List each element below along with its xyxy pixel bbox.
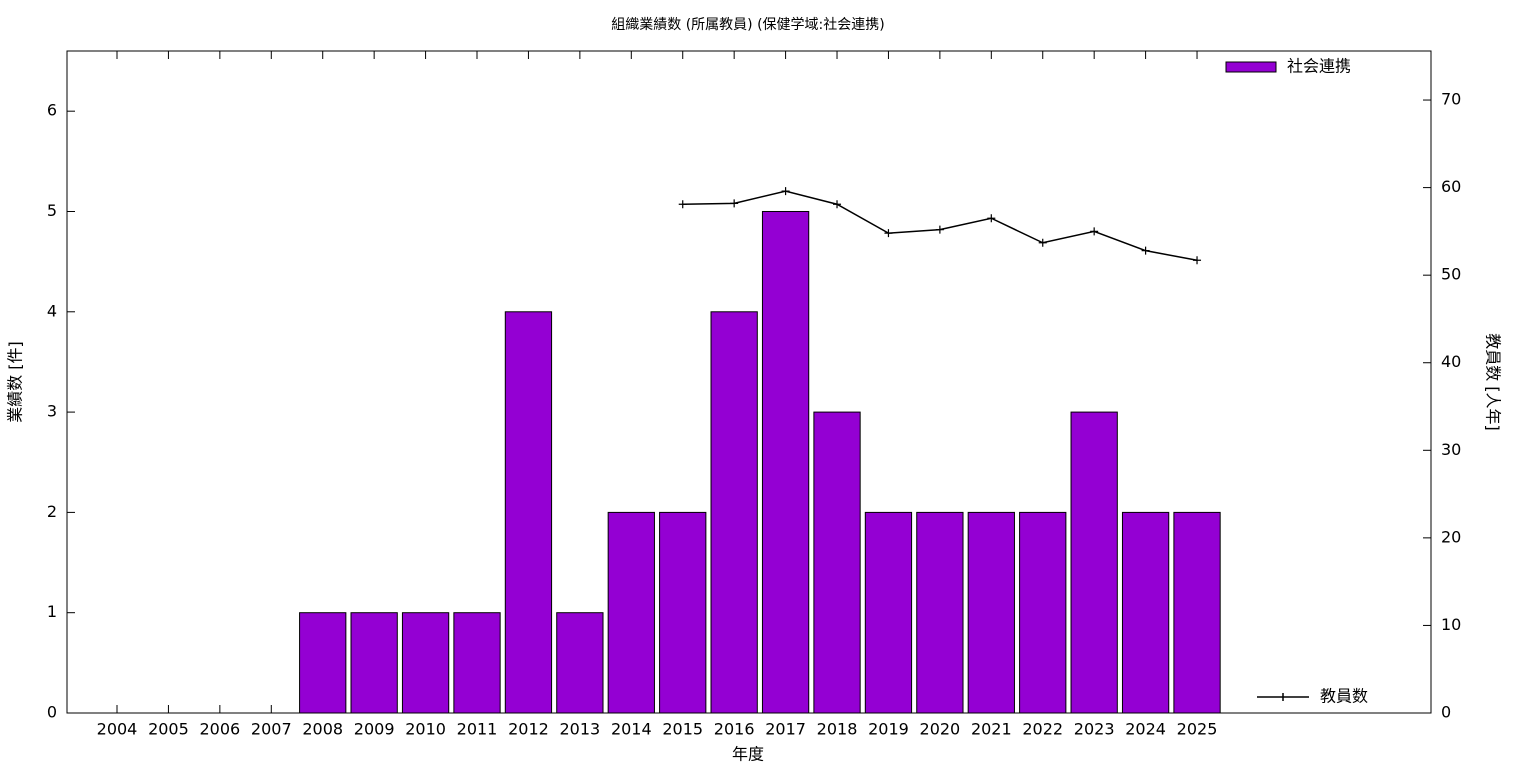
point	[884, 229, 893, 238]
point	[1193, 256, 1202, 265]
bar	[299, 612, 347, 714]
bar	[813, 411, 861, 714]
y2-tick-label: 20	[1441, 527, 1461, 546]
point	[935, 225, 944, 234]
x-tick-label: 2024	[1125, 720, 1166, 739]
x-tick-label: 2016	[714, 720, 755, 739]
bar	[607, 511, 655, 714]
bar	[659, 511, 707, 714]
bar	[1173, 511, 1221, 714]
legend-swatch	[1257, 693, 1309, 701]
x-tick-label: 2004	[97, 720, 138, 739]
x-tick-label: 2020	[920, 720, 961, 739]
y2-tick-label: 50	[1441, 265, 1461, 284]
bar	[916, 511, 964, 714]
y-tick-label: 6	[47, 101, 57, 120]
point	[833, 200, 842, 209]
bar	[1121, 511, 1170, 714]
y-tick-label: 4	[47, 301, 57, 320]
bar	[453, 612, 501, 714]
point	[1038, 238, 1047, 247]
bar	[504, 311, 553, 714]
x-tick-label: 2011	[457, 720, 498, 739]
x-tick-label: 2018	[817, 720, 858, 739]
bar	[1019, 511, 1067, 714]
x-tick-label: 2022	[1022, 720, 1063, 739]
x-tick-label: 2015	[662, 720, 703, 739]
bar	[1070, 411, 1118, 714]
chart-title: 組織業績数 (所属教員) (保健学域:社会連携)	[611, 17, 884, 33]
bar	[556, 612, 604, 714]
y2-tick-label: 40	[1441, 352, 1461, 371]
bar	[864, 511, 913, 714]
y2-tick-label: 60	[1441, 177, 1461, 196]
y-tick-label: 3	[47, 402, 57, 421]
point	[1141, 246, 1150, 255]
legend-swatch	[1225, 61, 1277, 73]
x-tick-label: 2006	[200, 720, 241, 739]
plot-frame	[66, 50, 1432, 714]
x-tick-label: 2021	[971, 720, 1012, 739]
x-tick-label: 2023	[1074, 720, 1115, 739]
x-tick-label: 2009	[354, 720, 395, 739]
y2-axis-label: 教員数 [人年]	[1484, 333, 1503, 431]
y-tick-label: 2	[47, 502, 57, 521]
x-tick-label: 2007	[251, 720, 292, 739]
x-tick-label: 2005	[148, 720, 189, 739]
x-tick-label: 2017	[765, 720, 806, 739]
bar	[710, 311, 758, 714]
x-tick-label: 2010	[405, 720, 446, 739]
bar	[401, 612, 450, 714]
bar	[967, 511, 1015, 714]
legend-label: 教員数	[1320, 687, 1368, 706]
point	[678, 200, 687, 209]
x-tick-label: 2008	[302, 720, 343, 739]
x-tick-label: 2025	[1177, 720, 1218, 739]
y-tick-label: 5	[47, 201, 57, 220]
point	[1090, 227, 1099, 236]
y-tick-label: 0	[47, 703, 57, 722]
y2-tick-label: 0	[1441, 703, 1451, 722]
x-tick-label: 2019	[868, 720, 909, 739]
x-tick-label: 2012	[508, 720, 549, 739]
y2-tick-label: 70	[1441, 90, 1461, 109]
y2-tick-label: 10	[1441, 615, 1461, 634]
bar	[350, 612, 398, 714]
x-axis-label: 年度	[732, 745, 764, 764]
x-tick-label: 2014	[611, 720, 652, 739]
point	[730, 199, 739, 208]
bar	[761, 210, 810, 714]
y2-tick-label: 30	[1441, 440, 1461, 459]
point	[987, 214, 996, 223]
y-tick-label: 1	[47, 602, 57, 621]
legend-label: 社会連携	[1287, 57, 1351, 76]
point	[781, 187, 790, 196]
y-axis-label: 業績数 [件]	[6, 341, 25, 423]
x-tick-label: 2013	[560, 720, 601, 739]
